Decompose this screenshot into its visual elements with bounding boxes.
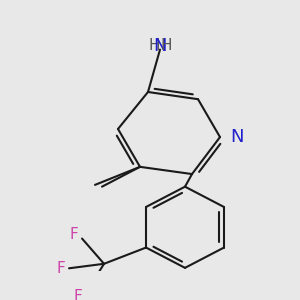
Text: F: F [69, 227, 78, 242]
Text: H: H [160, 38, 172, 53]
Text: F: F [73, 289, 82, 300]
Text: N: N [230, 128, 244, 146]
Text: H: H [148, 38, 160, 53]
Text: F: F [56, 261, 65, 276]
Text: N: N [153, 37, 167, 55]
